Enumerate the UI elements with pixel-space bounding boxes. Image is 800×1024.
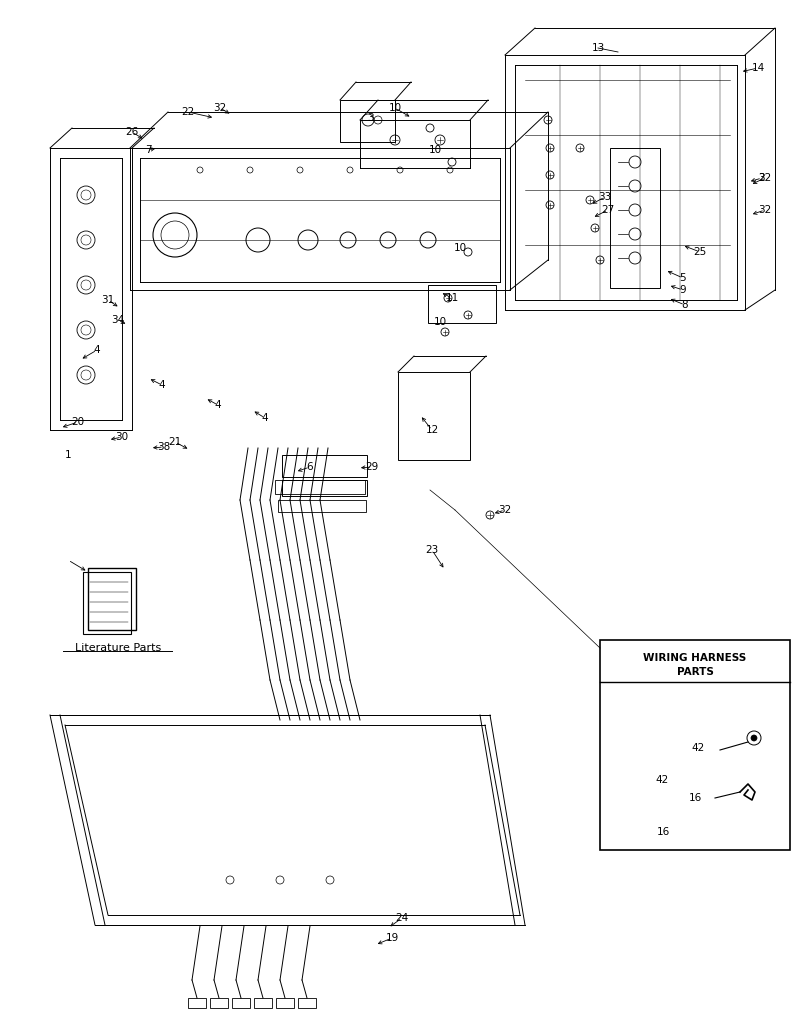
Text: 32: 32	[214, 103, 226, 113]
Bar	[340, 100, 395, 142]
Text: WIRING HARNESS: WIRING HARNESS	[643, 653, 746, 663]
Text: 29: 29	[366, 462, 378, 472]
Bar	[210, 998, 228, 1008]
Text: 32: 32	[498, 505, 512, 515]
Text: 6: 6	[306, 462, 314, 472]
Text: 10: 10	[389, 103, 402, 113]
Text: 24: 24	[395, 913, 409, 923]
Text: 4: 4	[214, 400, 222, 410]
Bar	[254, 998, 272, 1008]
Text: PARTS: PARTS	[677, 667, 714, 677]
Text: 26: 26	[126, 127, 138, 137]
Text: 22: 22	[182, 106, 194, 117]
Text: 19: 19	[386, 933, 398, 943]
Text: 13: 13	[591, 43, 605, 53]
Text: 7: 7	[145, 145, 151, 155]
Text: Literature Parts: Literature Parts	[75, 643, 161, 653]
Bar	[278, 500, 366, 512]
Text: 21: 21	[168, 437, 182, 447]
Text: 30: 30	[115, 432, 129, 442]
Text: 27: 27	[602, 205, 614, 215]
Text: 12: 12	[426, 425, 438, 435]
Bar	[398, 372, 470, 460]
Text: 11: 11	[446, 293, 458, 303]
Text: 25: 25	[694, 247, 706, 257]
Text: 4: 4	[94, 345, 100, 355]
Text: 10: 10	[429, 145, 442, 155]
Text: 32: 32	[758, 173, 772, 183]
Text: 2: 2	[758, 173, 766, 183]
Text: 16: 16	[656, 827, 670, 837]
Text: 9: 9	[680, 285, 686, 295]
Text: 20: 20	[71, 417, 85, 427]
Text: 8: 8	[682, 300, 688, 310]
Text: 10: 10	[454, 243, 466, 253]
Circle shape	[751, 735, 757, 741]
Bar	[83, 572, 131, 634]
Text: 33: 33	[598, 193, 612, 202]
Bar	[188, 998, 206, 1008]
Text: 1: 1	[65, 450, 71, 460]
Text: 5: 5	[680, 273, 686, 283]
Text: 23: 23	[426, 545, 438, 555]
Bar	[282, 480, 367, 496]
Text: 3: 3	[366, 113, 374, 123]
Text: 4: 4	[262, 413, 268, 423]
Bar	[282, 455, 367, 477]
Bar	[428, 285, 496, 323]
Text: 31: 31	[102, 295, 114, 305]
Bar	[275, 480, 365, 494]
Text: 42: 42	[691, 743, 705, 753]
Bar	[276, 998, 294, 1008]
Bar	[600, 640, 790, 850]
Text: 38: 38	[158, 442, 170, 452]
Text: 16: 16	[688, 793, 702, 803]
Text: 34: 34	[111, 315, 125, 325]
Bar	[232, 998, 250, 1008]
Text: 42: 42	[655, 775, 669, 785]
Bar	[610, 148, 660, 288]
Text: 4: 4	[158, 380, 166, 390]
Text: 14: 14	[751, 63, 765, 73]
Bar	[88, 568, 136, 630]
Bar	[298, 998, 316, 1008]
Text: 10: 10	[434, 317, 446, 327]
Text: 32: 32	[758, 205, 772, 215]
